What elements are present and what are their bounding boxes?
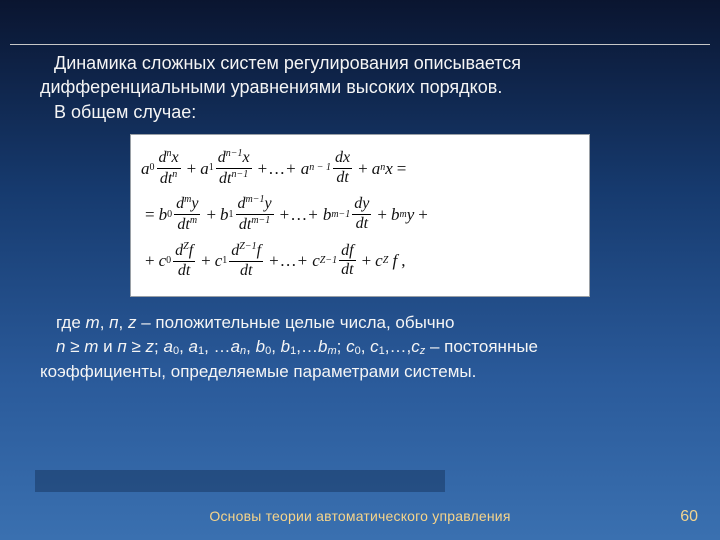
intro-line3: В общем случае: [54,102,196,122]
where-text: где m, п, z – положительные целые числа,… [40,311,680,385]
footer-title: Основы теории автоматического управления [0,508,720,524]
equation-box: a0 dnx dtn + a1 dn−1x dtn−1 +…+ an − 1 d… [130,134,590,297]
slide-body: Динамика сложных систем регулирования оп… [0,45,720,385]
page-number: 60 [680,508,698,526]
decorative-band [35,470,445,492]
header-spacer [0,0,720,44]
intro-line1: Динамика сложных систем регулирования оп… [54,53,521,73]
intro-text: Динамика сложных систем регулирования оп… [40,51,680,124]
equation-line-1: a0 dnx dtn + a1 dn−1x dtn−1 +…+ an − 1 d… [141,149,579,188]
intro-line2: дифференциальными уравнениями высоких по… [40,77,502,97]
equation-line-3: + c0 dZf dt + c1 dZ−1f dt +…+ cZ−1 df dt… [141,242,579,280]
equation-line-2: = b0 dmy dtm + b1 dm−1y dtm−1 +…+ bm−1 d… [141,195,579,234]
